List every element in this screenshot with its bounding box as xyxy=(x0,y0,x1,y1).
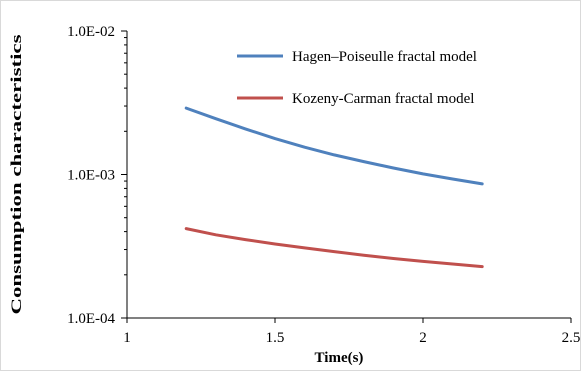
axes xyxy=(126,31,571,319)
legend-item-hagen: Hagen–Poiseulle fractal model xyxy=(237,49,477,65)
x-tick-label: 1 xyxy=(123,330,131,346)
y-tick-label: 1.0E-03 xyxy=(67,168,115,184)
legend: Hagen–Poiseulle fractal model Kozeny-Car… xyxy=(237,49,477,107)
series-line-kozeny xyxy=(184,227,484,269)
x-ticks: 1 1.5 2 2.5 xyxy=(123,318,580,346)
x-tick-label: 2 xyxy=(419,330,427,346)
y-tick-label: 1.0E-04 xyxy=(67,311,115,327)
x-axis-title: Time(s) xyxy=(315,350,364,366)
x-tick-label: 1.5 xyxy=(266,330,285,346)
series-layer xyxy=(184,106,484,269)
legend-label-hagen: Hagen–Poiseulle fractal model xyxy=(292,49,477,65)
legend-label-kozeny: Kozeny-Carman fractal model xyxy=(292,91,474,107)
y-axis-title: Consumption characteristics xyxy=(9,34,25,314)
series-line-hagen xyxy=(184,106,484,186)
y-tick-label: 1.0E-02 xyxy=(67,24,115,40)
y-ticks: 1.0E-04 1.0E-03 1.0E-02 xyxy=(67,24,127,327)
x-tick-label: 2.5 xyxy=(562,330,580,346)
legend-item-kozeny: Kozeny-Carman fractal model xyxy=(237,91,474,107)
